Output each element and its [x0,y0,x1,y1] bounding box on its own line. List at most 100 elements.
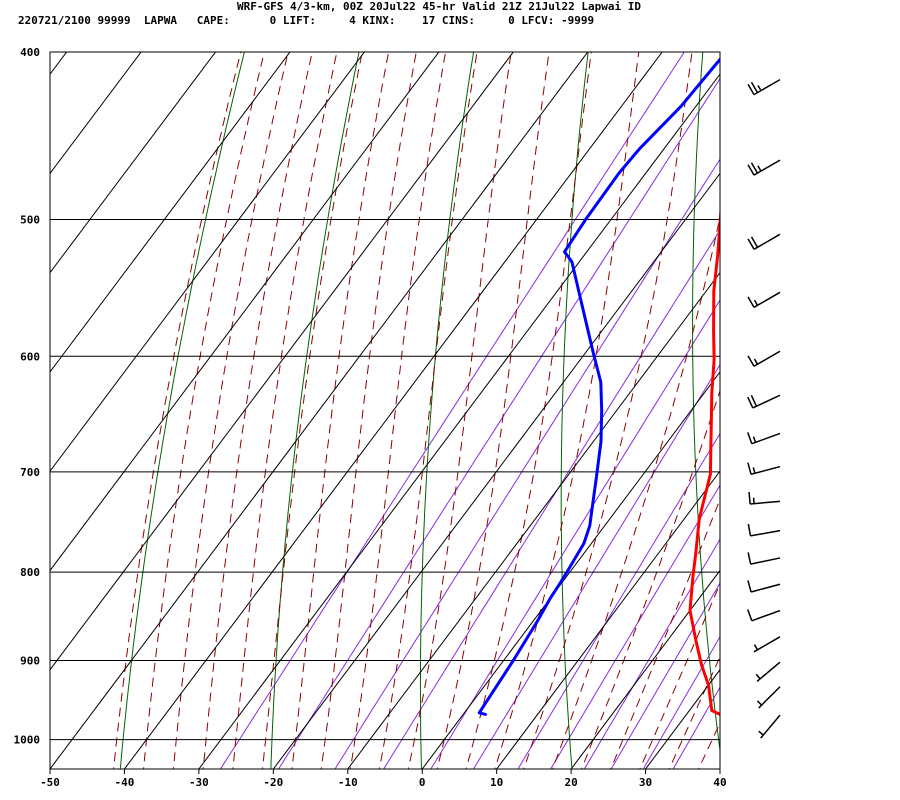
wind-barbs [747,78,781,739]
wind-barb-half-flag [752,436,757,443]
wind-barb [747,233,781,250]
wind-barb-staff [753,159,781,176]
mixing-ratio-line [517,432,720,769]
mixing-ratio-line [583,538,720,769]
wind-barb-flag [748,491,751,505]
temperature-tick-label: -10 [338,776,358,789]
wind-barb-flag [750,81,759,93]
isotherm-line [50,52,68,76]
pressure-tick-label: 600 [20,350,40,363]
wind-barb-half-flag [753,358,759,365]
wind-barb [756,686,781,709]
dry-adiabat-line [560,52,589,769]
isotherm-line [198,73,720,769]
moist-adiabat-line [320,52,417,769]
wind-barb-half-flag [752,467,756,474]
chart-title: WRF-GFS 4/3-km, 00Z 20Jul22 45-hr Valid … [237,0,641,13]
moist-adiabat-line [232,52,338,769]
pressure-tick-label: 800 [20,566,40,579]
wind-barb-staff [760,714,781,739]
moist-adiabat-line [697,721,720,769]
dry-adiabat-line [692,52,720,754]
isotherm-line [719,768,720,769]
wind-barb-flag [747,355,755,367]
wind-barb-staff [750,465,781,476]
moist-adiabat-line [202,52,313,769]
wind-barb-flag [747,462,752,475]
wind-barb-half-flag [755,673,761,680]
dry-adiabat-line [816,14,873,770]
temperature-axis: -50 -40 -30 -20 -10 0 10 20 30 40 [40,769,727,789]
wind-barb [747,350,781,367]
wind-barb [758,714,781,739]
plot-frame [49,51,721,770]
wind-barb-staff [753,233,781,250]
isotherm-line [645,668,720,769]
mixing-ratio-line [430,299,720,769]
mixing-ratio-line [278,77,720,769]
mixing-ratio-line [610,582,720,769]
wind-barb-flag [747,296,755,308]
isotherm-line [570,569,720,769]
isotherm-line [347,271,720,769]
wind-barb-staff [750,500,781,505]
isotherm-line [50,52,440,572]
pressure-tick-label: 500 [20,213,40,226]
wind-barb-half-flag [758,730,764,736]
wind-barb-staff [753,291,781,308]
wind-barb-flag [747,83,755,95]
isotherm-line [50,52,217,274]
wind-barb-staff [750,529,781,537]
wind-barb-half-flag [756,700,763,706]
wind-barb [747,462,781,476]
moist-adiabat-line [523,52,693,769]
wind-barb-staff [753,350,781,367]
temperature-tick-label: -30 [189,776,209,789]
temperature-tick-label: -50 [40,776,60,789]
wind-barb-flag [747,238,755,250]
wind-barb [748,491,781,505]
isotherm-line [124,52,663,769]
temperature-tick-label: 30 [639,776,652,789]
temperature-tick-label: 10 [490,776,503,789]
mixing-ratio-line [334,158,720,769]
wind-barb-flag [750,162,759,174]
mixing-ratio-line [220,52,685,769]
wind-barb [747,580,781,593]
moist-adiabat-line [494,52,640,769]
mixing-ratio-line [672,686,720,769]
background-lines [50,14,900,777]
wind-barb-staff [751,432,781,445]
pressure-tick-label: 400 [20,46,40,59]
wind-barb-flag [747,432,753,444]
temperature-tick-label: -40 [115,776,135,789]
isotherm-line [421,371,720,769]
wind-barb [747,78,781,96]
wind-barb [747,159,781,176]
moist-adiabat-line [610,497,720,769]
moist-adiabat-line [291,52,390,769]
moist-adiabat-line [754,14,900,777]
wind-barb-staff [751,609,781,622]
wind-barb [747,432,781,445]
wind-barb-staff [753,78,781,96]
mixing-ratio-line [550,484,720,769]
temperature-tick-label: 0 [419,776,426,789]
wind-barb-staff [753,636,781,653]
isotherm-line [496,470,720,769]
sounding-traces [477,58,720,716]
wind-barb [753,636,781,653]
wind-barb [755,661,781,683]
wind-barb-flag [747,552,752,565]
moist-adiabat-line [172,52,289,769]
isotherm-line [272,172,720,769]
pressure-tick-label: 900 [20,655,40,668]
wind-barb-flag [750,236,759,248]
mixing-ratio-line [642,635,720,769]
isotherm-line [50,52,142,175]
wind-barb-staff [750,583,781,593]
wind-barb-half-flag [753,299,759,306]
pressure-tick-label: 700 [20,466,40,479]
pressure-axis: 400 500 600 700 800 900 1000 [14,46,41,747]
